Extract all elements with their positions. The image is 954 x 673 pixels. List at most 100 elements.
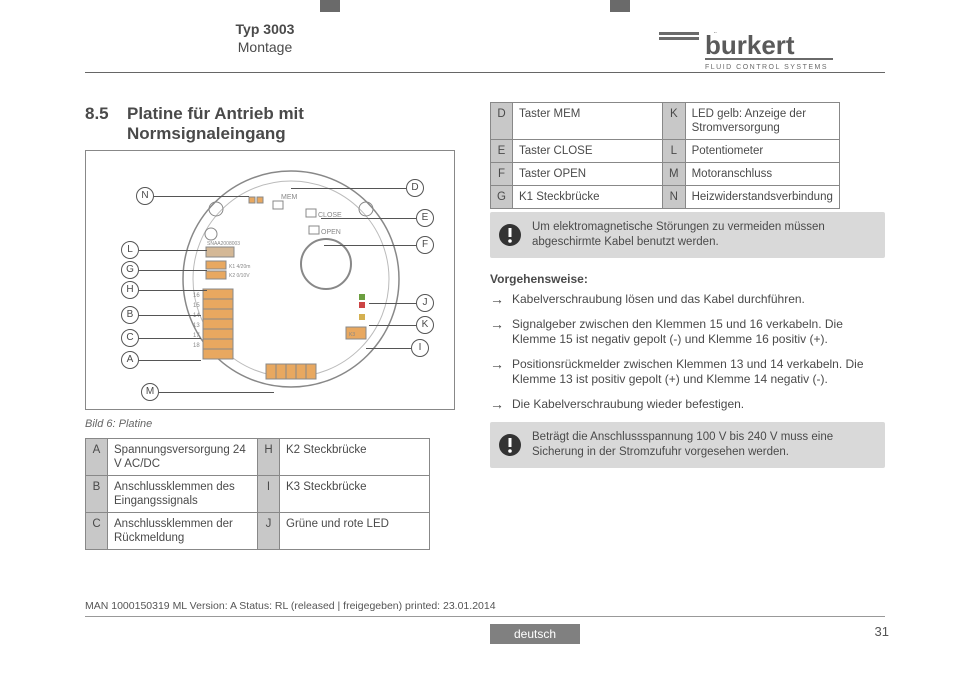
callout-line — [139, 290, 207, 291]
legend-key: K — [663, 103, 686, 140]
accent-block — [320, 0, 340, 12]
procedure-title: Vorgehensweise: — [490, 272, 885, 286]
callout-i: I — [411, 339, 429, 357]
legend-key: B — [86, 476, 108, 513]
svg-text:14: 14 — [193, 313, 200, 319]
callout-m: M — [141, 383, 159, 401]
table-row: D Taster MEM K LED gelb: Anzeige der Str… — [491, 103, 840, 140]
legend-key: M — [663, 163, 686, 186]
legend-key: L — [663, 140, 686, 163]
callout-line — [291, 188, 406, 189]
callout-k: K — [416, 316, 434, 334]
header-title-block: Typ 3003 Montage — [85, 20, 445, 56]
callout-n: N — [136, 187, 154, 205]
callout-b: B — [121, 306, 139, 324]
callout-line — [139, 270, 207, 271]
svg-text:13: 13 — [193, 323, 200, 329]
svg-text:K2 0/10V: K2 0/10V — [229, 273, 250, 279]
callout-l: L — [121, 241, 139, 259]
callout-c: C — [121, 329, 139, 347]
callout-e: E — [416, 209, 434, 227]
page-header: Typ 3003 Montage burkert FLUID CONTROL S… — [0, 20, 954, 65]
legend-value: Taster CLOSE — [513, 140, 663, 163]
callout-line — [369, 325, 416, 326]
legend-value: Taster MEM — [513, 103, 663, 140]
callout-line — [139, 250, 207, 251]
legend-value: LED gelb: Anzeige der Stromversorgung — [685, 103, 839, 140]
callout-line — [369, 303, 416, 304]
legend-key: F — [491, 163, 513, 186]
svg-text:SNAA2008003: SNAA2008003 — [207, 241, 240, 247]
callout-a: A — [121, 351, 139, 369]
table-row: E Taster CLOSE L Potentiometer — [491, 140, 840, 163]
legend-value: Spannungsversorgung 24 V AC/DC — [108, 439, 258, 476]
procedure-block: Vorgehensweise: Kabelverschraubung lösen… — [490, 272, 885, 422]
svg-text:¨: ¨ — [714, 32, 717, 40]
legend-value: Potentiometer — [685, 140, 839, 163]
legend-value: Anschlussklemmen des Eingangssignals — [108, 476, 258, 513]
legend-value: Motoranschluss — [685, 163, 839, 186]
legend-key: C — [86, 513, 108, 550]
callout-line — [154, 196, 249, 197]
accent-block — [610, 0, 630, 12]
callout-j: J — [416, 294, 434, 312]
footer-metadata: MAN 1000150319 ML Version: A Status: RL … — [85, 600, 496, 612]
legend-key: H — [258, 439, 280, 476]
callout-line — [321, 218, 416, 219]
callout-g: G — [121, 261, 139, 279]
footer-divider — [85, 616, 885, 617]
legend-value: Grüne und rote LED — [280, 513, 430, 550]
callout-h: H — [121, 281, 139, 299]
warning-icon — [498, 433, 522, 457]
pcb-diagram-icon: MEM CLOSE OPEN SNAA2008003 K1 4/20m K2 0… — [181, 169, 401, 389]
legend-value: K3 Steckbrücke — [280, 476, 430, 513]
callout-line — [139, 315, 201, 316]
legend-key: N — [663, 186, 686, 209]
legend-key: J — [258, 513, 280, 550]
callout-d: D — [406, 179, 424, 197]
warning-icon — [498, 223, 522, 247]
table-row: C Anschlussklemmen der Rückmeldung J Grü… — [86, 513, 430, 550]
section-title-line2: Normsignaleingang — [127, 124, 286, 143]
legend-value: K1 Steckbrücke — [513, 186, 663, 209]
svg-text:OPEN: OPEN — [321, 229, 341, 236]
circuit-board-figure: MEM CLOSE OPEN SNAA2008003 K1 4/20m K2 0… — [85, 150, 455, 410]
callout-line — [324, 245, 416, 246]
procedure-step: Positionsrückmelder zwischen Klemmen 13 … — [490, 357, 885, 387]
svg-text:16: 16 — [193, 293, 200, 299]
legend-key: G — [491, 186, 513, 209]
warning-note-1: Um elektromagnetische Störungen zu verme… — [490, 212, 885, 258]
svg-text:18: 18 — [193, 343, 200, 349]
section-heading: 8.5Platine für Antrieb mit Normsignalein… — [85, 104, 304, 144]
legend-key: D — [491, 103, 513, 140]
legend-key: A — [86, 439, 108, 476]
legend-value: K2 Steckbrücke — [280, 439, 430, 476]
procedure-step: Signalgeber zwischen den Klemmen 15 und … — [490, 317, 885, 347]
callout-f: F — [416, 236, 434, 254]
product-type: Typ 3003 — [85, 20, 445, 38]
legend-table-1: A Spannungsversorgung 24 V AC/DC H K2 St… — [85, 438, 430, 550]
figure-caption: Bild 6: Platine — [85, 418, 152, 430]
section-number: 8.5 — [85, 104, 127, 124]
top-accent-bar — [0, 0, 954, 12]
procedure-step: Kabelverschraubung lösen und das Kabel d… — [490, 292, 885, 307]
note-text: Beträgt die Anschlussspannung 100 V bis … — [532, 431, 833, 458]
callout-line — [366, 348, 411, 349]
callout-line — [139, 360, 201, 361]
table-row: A Spannungsversorgung 24 V AC/DC H K2 St… — [86, 439, 430, 476]
procedure-step: Die Kabelverschraubung wieder befestigen… — [490, 397, 885, 412]
table-row: F Taster OPEN M Motoranschluss — [491, 163, 840, 186]
table-row: B Anschlussklemmen des Eingangssignals I… — [86, 476, 430, 513]
legend-key: E — [491, 140, 513, 163]
warning-note-2: Beträgt die Anschlussspannung 100 V bis … — [490, 422, 885, 468]
legend-value: Taster OPEN — [513, 163, 663, 186]
legend-value: Heizwiderstandsverbindung — [685, 186, 839, 209]
table-row: G K1 Steckbrücke N Heizwiderstandsverbin… — [491, 186, 840, 209]
svg-text:K1 4/20m: K1 4/20m — [229, 264, 250, 270]
svg-text:MEM: MEM — [281, 194, 298, 201]
section-title-line1: Platine für Antrieb mit — [127, 104, 304, 123]
legend-value: Anschlussklemmen der Rückmeldung — [108, 513, 258, 550]
brand-tagline: FLUID CONTROL SYSTEMS — [705, 64, 828, 71]
language-badge: deutsch — [490, 624, 580, 644]
page-number: 31 — [875, 624, 889, 639]
